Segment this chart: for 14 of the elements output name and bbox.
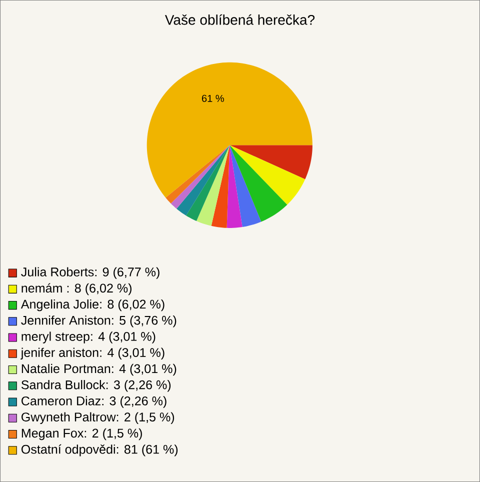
data-label: 61 % (202, 94, 224, 102)
legend-label: Cameron Diaz: 3 (2,26 %) (22, 396, 166, 408)
legend-label: Sandra Bullock: 3 (2,26 %) (21, 380, 171, 392)
legend-label: Gwyneth Paltrow: 2 (1,5 %) (22, 412, 174, 424)
legend-label: Ostatní odpovědi: 81 (61 %) (21, 444, 178, 456)
legend-label: Natalie Portman: 4 (3,01 %) (22, 364, 176, 376)
legend-label: jenifer aniston: 4 (3,01 %) (20, 348, 164, 360)
legend-label: meryl streep: 4 (3,01 %) (22, 332, 156, 344)
legend-label: Julia Roberts: 9 (6,77 %) (21, 267, 160, 279)
legend-label: Megan Fox: 2 (1,5 %) (22, 428, 142, 440)
chart-title: Vaše oblíbená herečka? (164, 14, 315, 25)
legend-label: nemám : 8 (6,02 %) (22, 283, 132, 296)
legend-label: Angelina Jolie: 8 (6,02 %) (20, 299, 164, 312)
legend-label: Jennifer Aniston: 5 (3,76 %) (21, 316, 176, 328)
